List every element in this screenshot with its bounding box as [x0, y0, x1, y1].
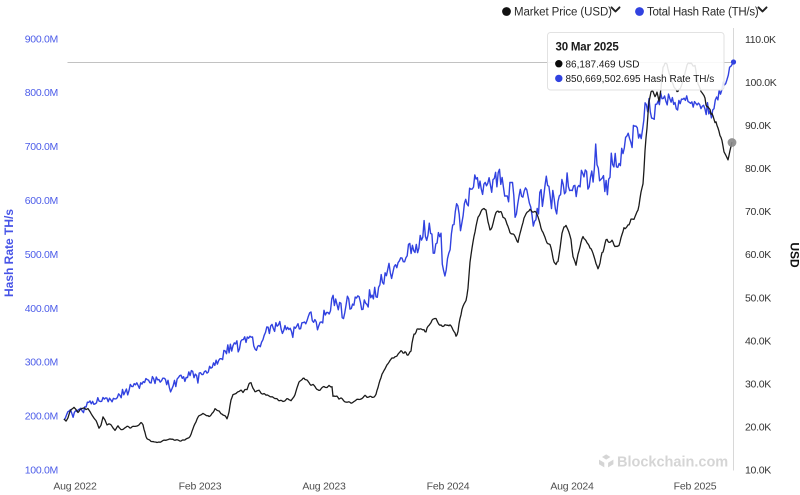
svg-text:10.0K: 10.0K: [745, 465, 771, 477]
svg-text:80.0K: 80.0K: [745, 163, 771, 175]
svg-text:Feb 2025: Feb 2025: [674, 481, 717, 493]
svg-text:700.0M: 700.0M: [25, 141, 58, 153]
svg-text:20.0K: 20.0K: [745, 421, 771, 433]
svg-text:90.0K: 90.0K: [745, 120, 771, 132]
svg-text:200.0M: 200.0M: [25, 411, 58, 423]
svg-text:Feb 2023: Feb 2023: [179, 481, 222, 493]
svg-text:800.0M: 800.0M: [25, 87, 58, 99]
svg-text:Market Price (USD): Market Price (USD): [514, 7, 612, 19]
svg-text:Aug 2024: Aug 2024: [550, 481, 594, 493]
svg-text:60.0K: 60.0K: [745, 249, 771, 261]
svg-text:30.0K: 30.0K: [745, 378, 771, 390]
svg-text:Aug 2022: Aug 2022: [53, 481, 97, 493]
svg-text:500.0M: 500.0M: [25, 249, 58, 261]
svg-text:900.0M: 900.0M: [25, 33, 58, 45]
svg-text:Feb 2024: Feb 2024: [427, 481, 470, 493]
svg-text:Blockchain.com: Blockchain.com: [617, 455, 728, 471]
svg-text:86,187.469 USD: 86,187.469 USD: [566, 59, 640, 70]
svg-text:Total Hash Rate (TH/s): Total Hash Rate (TH/s): [647, 7, 759, 19]
svg-text:100.0M: 100.0M: [25, 465, 58, 477]
svg-text:400.0M: 400.0M: [25, 303, 58, 315]
svg-text:40.0K: 40.0K: [745, 335, 771, 347]
svg-text:Aug 2023: Aug 2023: [302, 481, 346, 493]
svg-text:70.0K: 70.0K: [745, 206, 771, 218]
svg-text:30 Mar 2025: 30 Mar 2025: [556, 42, 620, 54]
svg-text:110.0K: 110.0K: [745, 34, 776, 46]
svg-text:50.0K: 50.0K: [745, 292, 771, 304]
svg-text:USD: USD: [788, 242, 800, 268]
svg-text:600.0M: 600.0M: [25, 195, 58, 207]
svg-text:850,669,502.695 Hash Rate TH/s: 850,669,502.695 Hash Rate TH/s: [566, 74, 715, 85]
svg-text:100.0K: 100.0K: [745, 77, 777, 89]
svg-text:300.0M: 300.0M: [25, 357, 58, 369]
svg-text:Hash Rate TH/s: Hash Rate TH/s: [2, 209, 16, 297]
